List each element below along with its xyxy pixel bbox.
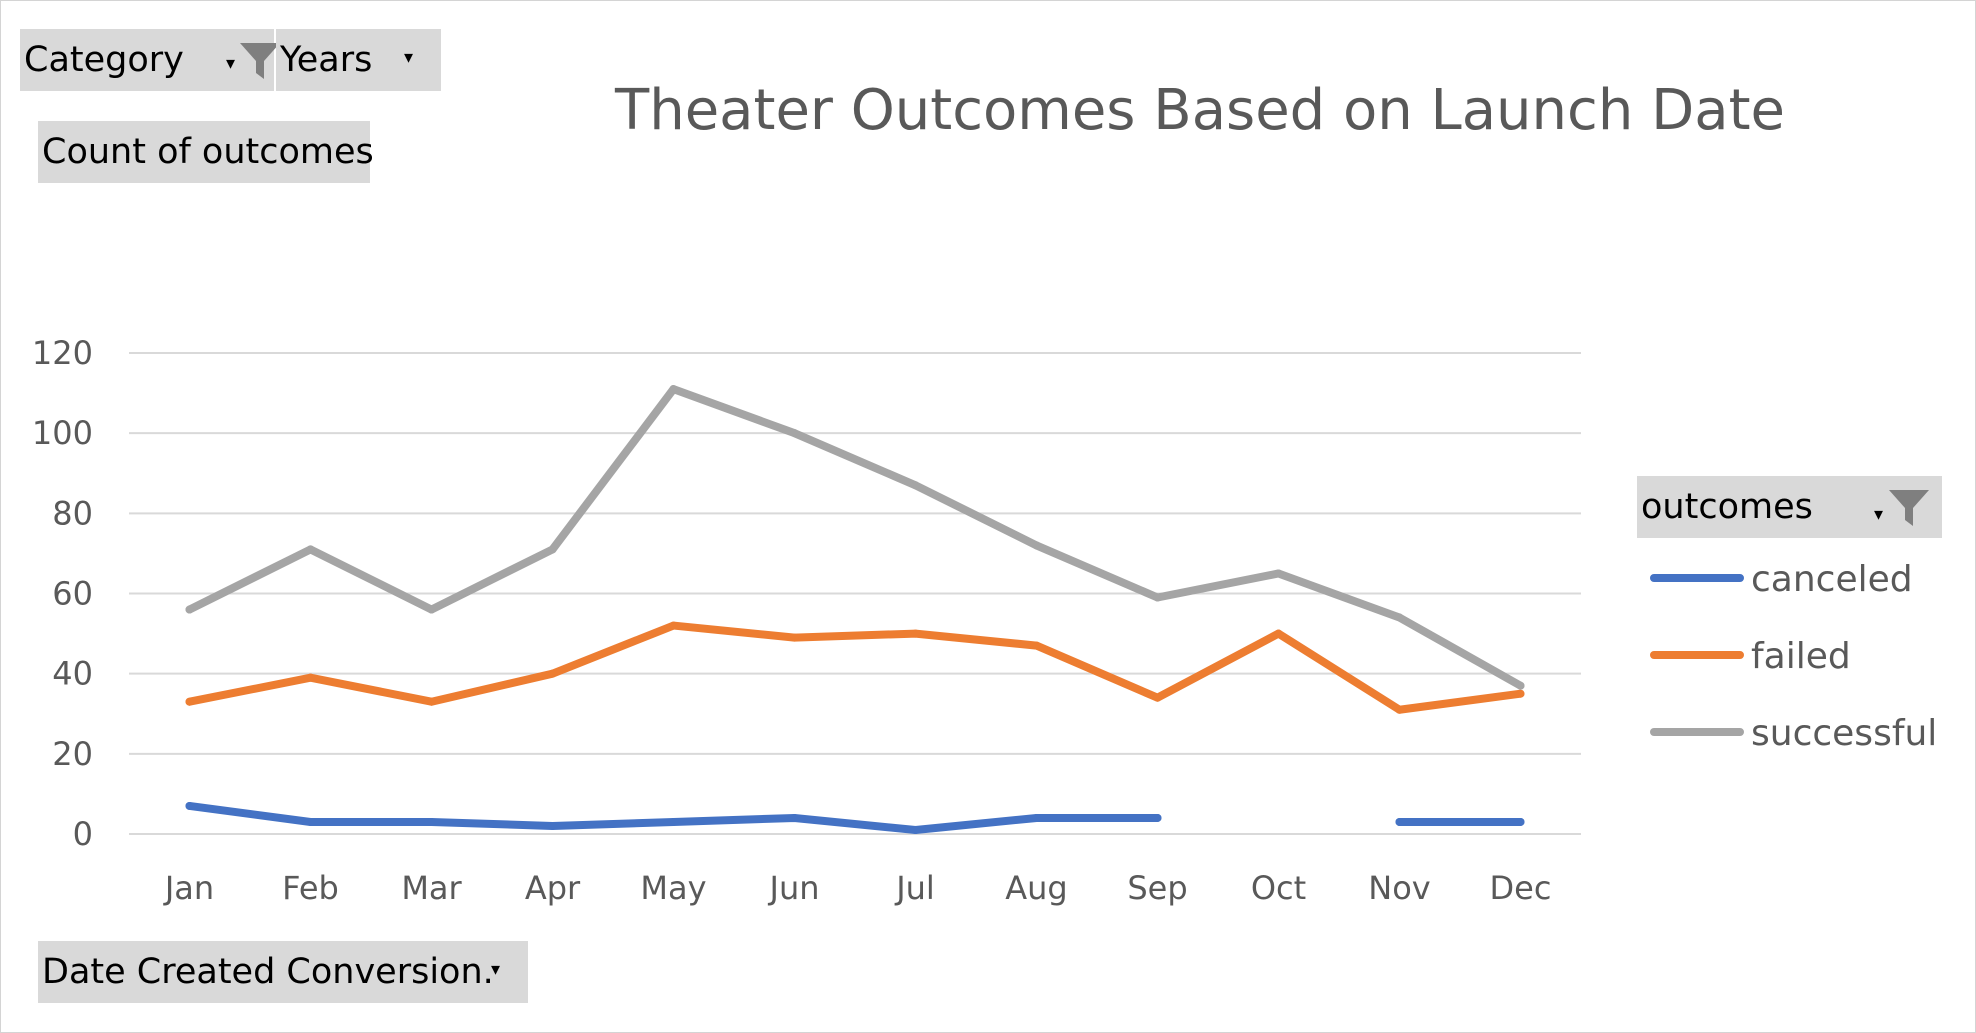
data-point-canceled [1153, 813, 1162, 822]
values-field-label: Count of outcomes [42, 131, 374, 172]
series-line-failed [185, 621, 1525, 714]
data-point-failed [790, 633, 799, 642]
data-point-canceled [1395, 817, 1404, 826]
data-point-canceled [185, 801, 194, 810]
legend-label-successful: successful [1751, 713, 1937, 754]
x-tick-label: Jul [894, 869, 935, 907]
data-point-canceled [427, 817, 436, 826]
data-point-failed [427, 697, 436, 706]
legend-label-failed: failed [1751, 636, 1851, 677]
category-field-button[interactable]: Category ▾ [20, 29, 280, 91]
series-line-successful [185, 385, 1525, 690]
data-point-successful [427, 605, 436, 614]
dropdown-arrow-icon[interactable]: ▾ [226, 53, 236, 74]
y-tick-label: 40 [52, 655, 93, 693]
data-point-canceled [669, 817, 678, 826]
data-point-successful [911, 481, 920, 490]
legend-field-button[interactable]: outcomes ▾ [1637, 476, 1942, 538]
dropdown-arrow-icon[interactable]: ▾ [491, 959, 501, 980]
data-point-canceled [548, 821, 557, 830]
data-point-failed [1395, 705, 1404, 714]
data-point-failed [1516, 689, 1525, 698]
axis-field-label: Date Created Conversion. [42, 951, 494, 992]
axis-field-button[interactable]: Date Created Conversion. ▾ [38, 941, 528, 1003]
dropdown-arrow-icon[interactable]: ▾ [404, 47, 414, 68]
data-point-successful [1274, 569, 1283, 578]
x-tick-label: Feb [282, 869, 339, 907]
x-tick-label: Aug [1005, 869, 1067, 907]
series-line-canceled [185, 801, 1162, 834]
data-point-failed [548, 669, 557, 678]
chart-title: Theater Outcomes Based on Launch Date [615, 78, 1785, 143]
data-point-successful [548, 545, 557, 554]
data-point-successful [1153, 593, 1162, 602]
data-point-canceled [1032, 813, 1041, 822]
data-point-successful [790, 429, 799, 438]
y-tick-label: 0 [73, 815, 93, 853]
data-point-canceled [306, 817, 315, 826]
x-tick-label: Jun [768, 869, 820, 907]
x-tick-label: Dec [1490, 869, 1552, 907]
x-tick-label: Apr [525, 869, 581, 907]
x-tick-label: Jan [163, 869, 214, 907]
data-point-successful [1516, 681, 1525, 690]
y-tick-label: 80 [52, 494, 93, 532]
series-failed [185, 621, 1525, 714]
data-point-successful [1395, 613, 1404, 622]
data-point-failed [911, 629, 920, 638]
data-point-failed [1032, 641, 1041, 650]
y-tick-label: 120 [32, 334, 93, 372]
data-point-failed [669, 621, 678, 630]
series-canceled [185, 801, 1525, 834]
series-successful [185, 385, 1525, 690]
y-tick-label: 20 [52, 735, 93, 773]
data-point-successful [669, 385, 678, 394]
data-point-canceled [1516, 817, 1525, 826]
y-tick-label: 60 [52, 575, 93, 613]
data-point-failed [1153, 693, 1162, 702]
legend-label-canceled: canceled [1751, 559, 1913, 600]
data-point-canceled [790, 813, 799, 822]
filter-funnel-icon[interactable] [1887, 486, 1931, 530]
data-point-successful [185, 605, 194, 614]
x-tick-label: Nov [1368, 869, 1430, 907]
years-field-label: Years [280, 39, 373, 80]
data-point-canceled [911, 825, 920, 834]
data-point-successful [306, 545, 315, 554]
x-tick-label: Mar [401, 869, 462, 907]
data-point-successful [1032, 541, 1041, 550]
y-tick-label: 100 [32, 414, 93, 452]
x-tick-label: Oct [1251, 869, 1306, 907]
legend-field-label: outcomes [1641, 486, 1813, 527]
data-point-failed [306, 673, 315, 682]
filter-funnel-icon[interactable] [238, 39, 282, 83]
x-tick-label: Sep [1127, 869, 1187, 907]
dropdown-arrow-icon[interactable]: ▾ [1874, 504, 1884, 525]
x-tick-label: May [640, 869, 706, 907]
category-field-label: Category [24, 39, 184, 80]
data-point-failed [1274, 629, 1283, 638]
data-point-failed [185, 697, 194, 706]
values-field-button[interactable]: Count of outcomes [38, 121, 374, 183]
years-field-button[interactable]: Years ▾ [276, 29, 441, 91]
